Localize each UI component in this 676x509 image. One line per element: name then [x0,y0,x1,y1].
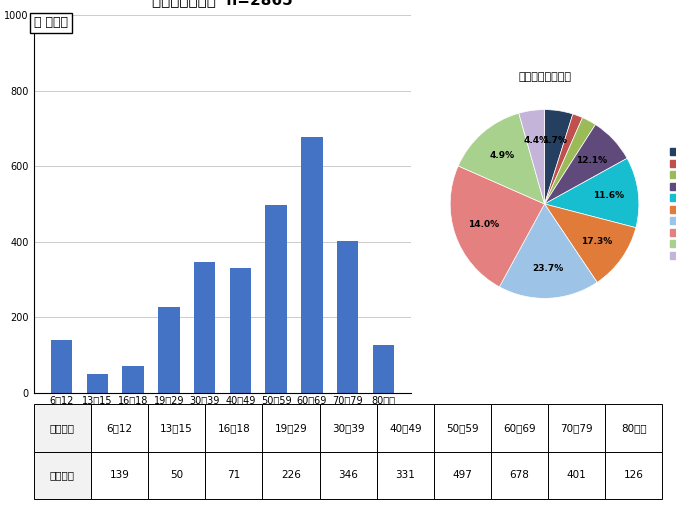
Wedge shape [545,114,583,204]
Wedge shape [545,204,636,282]
Wedge shape [545,125,627,204]
Title: 年齢別受診者割合: 年齢別受診者割合 [518,72,571,82]
Bar [301,137,322,392]
Bar [158,307,180,392]
Text: 11.6%: 11.6% [593,191,624,201]
Bar [266,205,287,392]
Wedge shape [545,109,573,204]
Wedge shape [450,166,545,287]
Text: 23.7%: 23.7% [532,264,563,273]
Bar [51,340,72,392]
X-axis label: 年齢区分: 年齢区分 [210,411,236,421]
Wedge shape [500,204,597,298]
Text: 17.3%: 17.3% [581,237,612,245]
Text: 14.0%: 14.0% [468,220,500,229]
Text: 12.1%: 12.1% [576,156,607,164]
Bar [372,345,394,392]
Text: 4.4%: 4.4% [523,136,548,145]
Bar [337,241,358,392]
Bar [87,374,108,392]
Bar [194,262,216,392]
Wedge shape [518,109,545,204]
Wedge shape [458,113,545,204]
Text: 図 ７－２: 図 ７－２ [34,16,68,30]
Wedge shape [545,158,639,228]
Text: 4.9%: 4.9% [490,151,515,160]
Title: 年齢別受診者数  n=2865: 年齢別受診者数 n=2865 [152,0,293,7]
Wedge shape [545,118,596,204]
Bar [122,366,144,392]
Legend: 6～12, 13～15, 16～18, 19～29, 30～39, 40～49, 50～59, 60～69, 70～79, 80以上: 6～12, 13～15, 16～18, 19～29, 30～39, 40～49,… [667,145,676,264]
Text: 1.7%: 1.7% [541,136,566,145]
Bar [230,268,251,392]
